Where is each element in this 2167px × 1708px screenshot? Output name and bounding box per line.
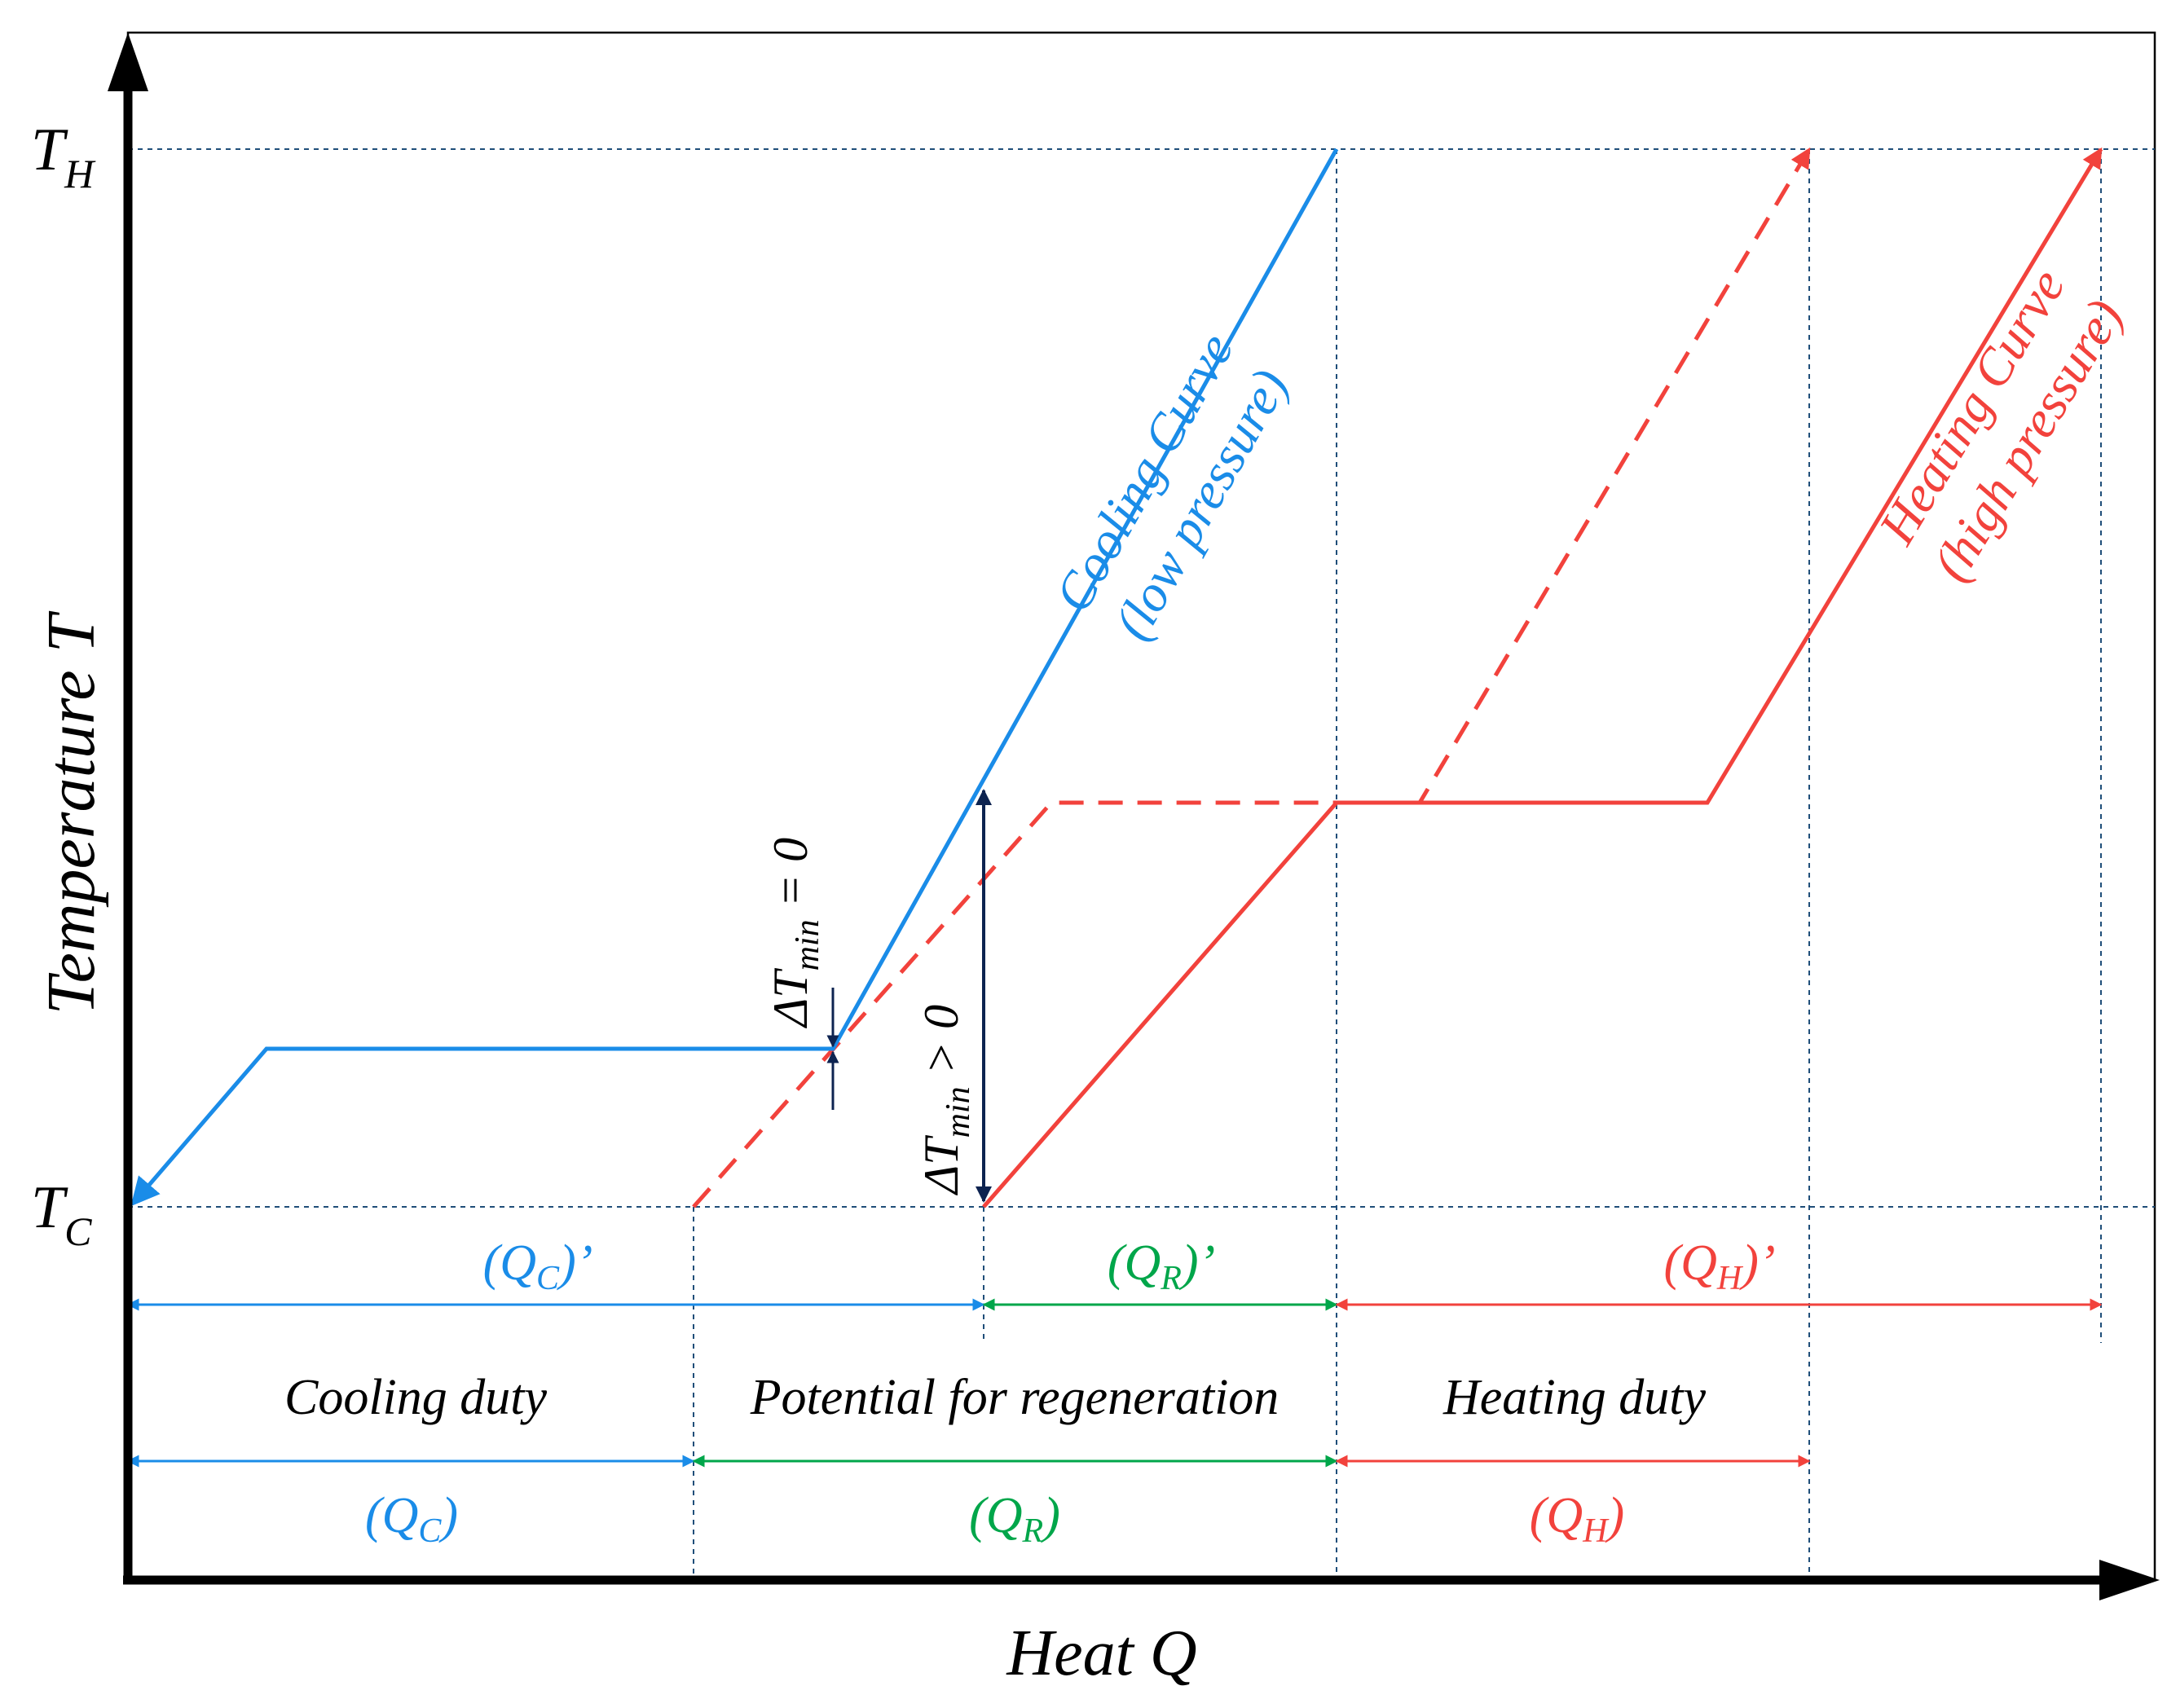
heating-duty-label: Heating duty [1442, 1370, 1706, 1425]
heating-curve-solid [982, 147, 2103, 1208]
x-axis-title: Heat Q [1006, 1618, 1196, 1689]
t-cold-label: TC [31, 1174, 92, 1254]
qc-label: (QC) [365, 1488, 458, 1550]
y-axis-title: Temperature T [33, 610, 109, 1015]
regeneration-label: Potential for regeneration [750, 1370, 1279, 1425]
qc-prime-label: (QC)’ [483, 1235, 593, 1297]
t-hot-label: TH [31, 117, 96, 196]
delta-t-positive-label: ΔTmin > 0 [914, 1005, 977, 1195]
qh-label: (QH) [1530, 1488, 1624, 1550]
cooling-duty-label: Cooling duty [284, 1370, 548, 1425]
delta-t-zero-label: ΔTmin = 0 [764, 838, 826, 1028]
x-axis-arrowhead [2099, 1560, 2160, 1600]
plot-frame [126, 31, 2156, 1582]
heating-curve-label: Heating Curve (high pressure) [1867, 259, 2134, 590]
cooling-curve [130, 147, 1339, 1207]
guide-lines [128, 148, 2155, 1580]
cooling-curve-label: Cooling Curve (low pressure) [1043, 324, 1299, 649]
qh-prime-label: (QH)’ [1663, 1235, 1775, 1297]
heating-curve-shifted-dashed [692, 147, 1812, 1208]
y-axis-arrowhead [108, 33, 148, 91]
qr-label: (QR) [969, 1488, 1060, 1550]
qr-prime-label: (QR)’ [1108, 1235, 1215, 1297]
